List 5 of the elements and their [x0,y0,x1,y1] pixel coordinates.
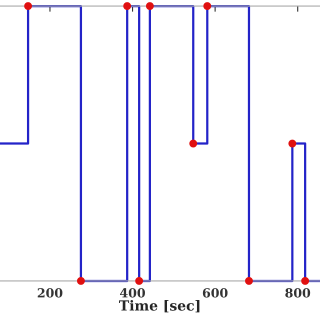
x-tick-label: 800 [285,288,310,298]
x-axis-title: Time [sec] [119,300,200,312]
x-tick-label: 600 [202,288,228,298]
x-tick-label: 200 [38,288,62,298]
x-tick-label: 400 [120,288,145,298]
